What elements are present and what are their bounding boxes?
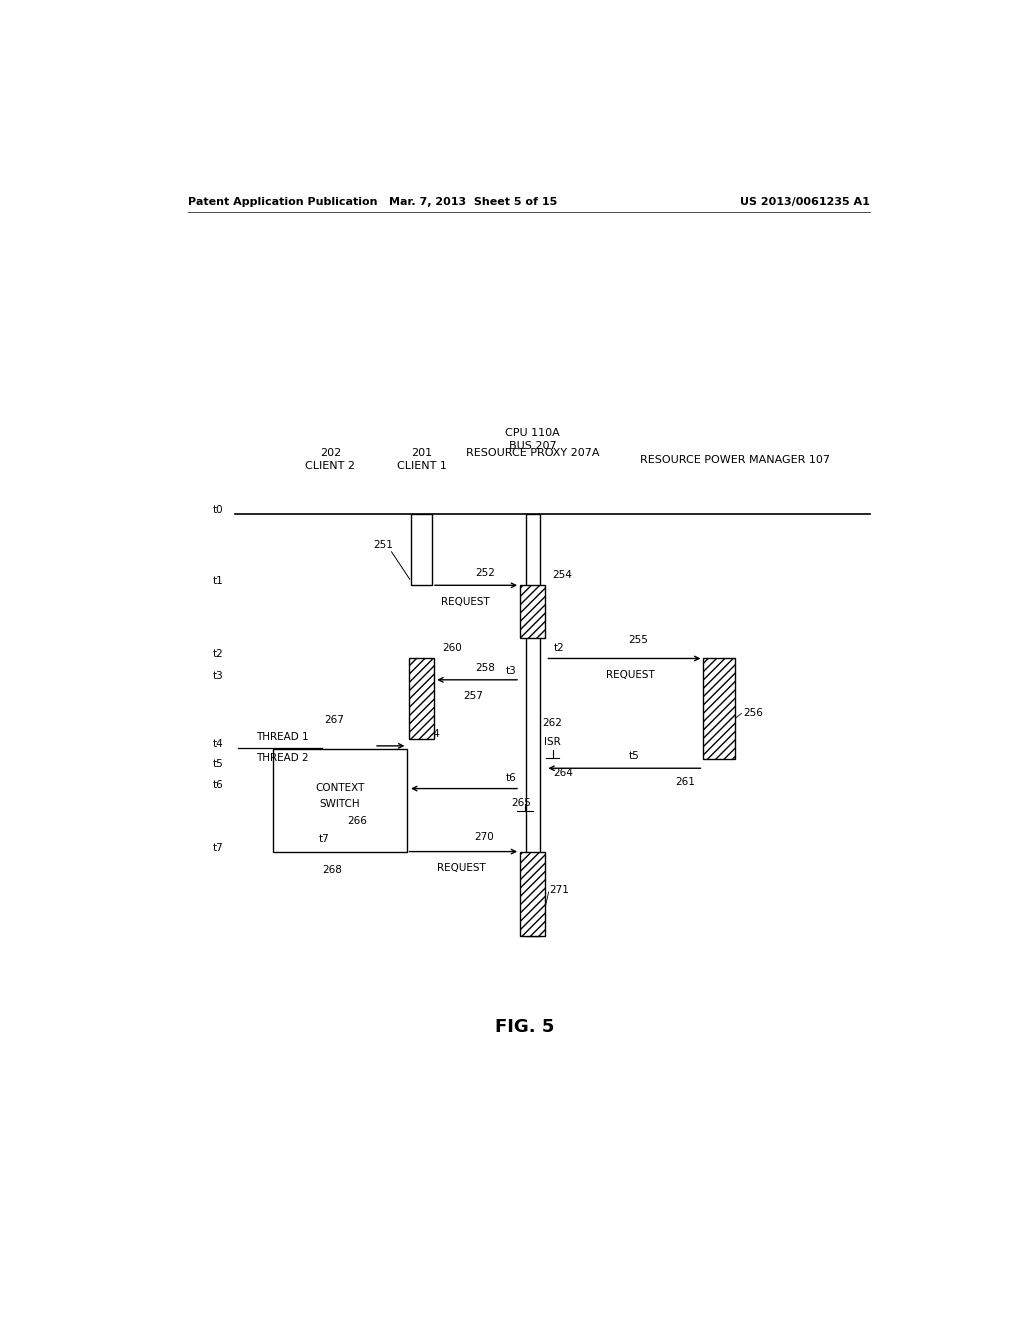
Text: REQUEST: REQUEST xyxy=(605,669,654,680)
Text: REQUEST: REQUEST xyxy=(441,597,489,607)
Text: Patent Application Publication: Patent Application Publication xyxy=(187,197,377,207)
Text: 202: 202 xyxy=(319,449,341,458)
Text: t7: t7 xyxy=(318,834,330,845)
Text: 201: 201 xyxy=(411,449,432,458)
Text: t0: t0 xyxy=(213,506,223,515)
Text: 260: 260 xyxy=(442,643,462,653)
Text: CLIENT 1: CLIENT 1 xyxy=(396,462,446,471)
Text: Mar. 7, 2013  Sheet 5 of 15: Mar. 7, 2013 Sheet 5 of 15 xyxy=(389,197,557,207)
Text: 268: 268 xyxy=(322,865,342,875)
Text: THREAD 1: THREAD 1 xyxy=(256,731,309,742)
Text: t5: t5 xyxy=(213,759,223,770)
Text: 254: 254 xyxy=(552,570,571,579)
Text: CLIENT 2: CLIENT 2 xyxy=(305,462,355,471)
Text: CONTEXT: CONTEXT xyxy=(315,783,365,793)
Text: 256: 256 xyxy=(743,709,763,718)
Text: 270: 270 xyxy=(474,833,494,842)
Text: CPU 110A: CPU 110A xyxy=(506,428,560,438)
Text: RESOURCE PROXY 207A: RESOURCE PROXY 207A xyxy=(466,449,599,458)
Text: 258: 258 xyxy=(475,663,495,673)
Text: t2: t2 xyxy=(553,643,564,653)
Text: ISR: ISR xyxy=(544,737,561,747)
Text: 261: 261 xyxy=(676,777,695,788)
Bar xyxy=(409,659,434,739)
Text: t7: t7 xyxy=(213,842,223,853)
Bar xyxy=(520,851,546,936)
Text: FIG. 5: FIG. 5 xyxy=(496,1019,554,1036)
Text: 265: 265 xyxy=(511,797,530,808)
Bar xyxy=(525,515,540,936)
Text: 252: 252 xyxy=(475,568,495,578)
Text: t3: t3 xyxy=(505,665,516,676)
Text: RESOURCE POWER MANAGER 107: RESOURCE POWER MANAGER 107 xyxy=(640,455,830,465)
Text: 267: 267 xyxy=(325,715,344,726)
Text: t4: t4 xyxy=(430,729,440,739)
Text: t5: t5 xyxy=(629,751,639,762)
Text: 262: 262 xyxy=(543,718,562,727)
Text: t2: t2 xyxy=(213,649,223,660)
Bar xyxy=(520,585,546,638)
Text: t6: t6 xyxy=(505,774,516,783)
Bar xyxy=(703,659,735,759)
Text: 264: 264 xyxy=(553,768,573,779)
Text: THREAD 2: THREAD 2 xyxy=(256,754,309,763)
Text: t4: t4 xyxy=(213,739,223,748)
Bar xyxy=(412,515,432,585)
Text: SWITCH: SWITCH xyxy=(319,800,360,809)
Text: t1: t1 xyxy=(213,577,223,586)
Bar xyxy=(273,748,407,851)
Text: 266: 266 xyxy=(347,816,368,826)
Text: t3: t3 xyxy=(213,671,223,681)
Text: 255: 255 xyxy=(628,635,648,645)
Text: BUS 207: BUS 207 xyxy=(509,441,557,451)
Text: 251: 251 xyxy=(374,540,393,549)
Text: REQUEST: REQUEST xyxy=(437,863,486,873)
Text: 257: 257 xyxy=(463,692,483,701)
Text: US 2013/0061235 A1: US 2013/0061235 A1 xyxy=(740,197,870,207)
Text: t6: t6 xyxy=(213,780,223,789)
Text: 271: 271 xyxy=(550,884,569,895)
